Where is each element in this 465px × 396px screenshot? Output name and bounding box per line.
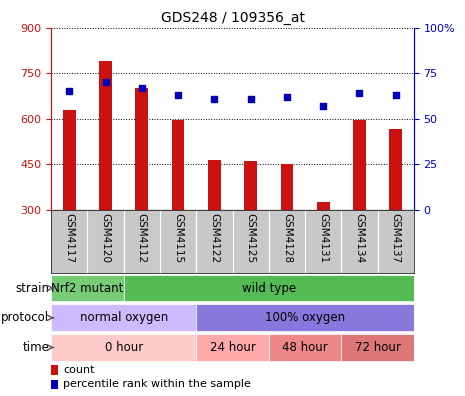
Bar [99,61,112,210]
Text: 72 hour: 72 hour [355,341,400,354]
Bar [51,275,124,301]
Point [283,94,291,100]
Text: GSM4131: GSM4131 [318,213,328,263]
Bar [63,110,76,210]
Text: GSM4117: GSM4117 [64,213,74,263]
Text: GSM4134: GSM4134 [354,213,365,263]
Bar [269,334,341,361]
Bar [389,129,402,210]
Point [102,79,109,86]
Point [138,85,146,91]
Bar [51,334,196,361]
Bar [51,379,58,389]
Text: 24 hour: 24 hour [210,341,255,354]
Bar [172,120,185,210]
Text: GSM4122: GSM4122 [209,213,219,263]
Bar [244,161,257,210]
Text: time: time [22,341,49,354]
Bar [317,202,330,210]
Text: 48 hour: 48 hour [282,341,328,354]
Bar [353,120,366,210]
Text: GSM4120: GSM4120 [100,213,111,263]
Bar [51,365,58,375]
Text: GSM4137: GSM4137 [391,213,401,263]
Bar [196,305,414,331]
Text: GSM4115: GSM4115 [173,213,183,263]
Title: GDS248 / 109356_at: GDS248 / 109356_at [160,11,305,25]
Point [356,90,363,97]
Bar [208,160,221,210]
Bar [124,275,414,301]
Point [211,95,218,102]
Text: 100% oxygen: 100% oxygen [265,311,345,324]
Point [174,92,182,98]
Text: percentile rank within the sample: percentile rank within the sample [63,379,251,389]
Bar [341,334,414,361]
Point [66,88,73,95]
Text: wild type: wild type [242,282,296,295]
Text: GSM4125: GSM4125 [246,213,256,263]
Text: count: count [63,365,94,375]
Bar [135,88,148,210]
Text: strain: strain [15,282,49,295]
Point [392,92,399,98]
Text: GSM4112: GSM4112 [137,213,147,263]
Bar [280,164,293,210]
Text: GSM4128: GSM4128 [282,213,292,263]
Point [319,103,327,109]
Text: 0 hour: 0 hour [105,341,143,354]
Bar [196,334,269,361]
Text: protocol: protocol [1,311,49,324]
Text: Nrf2 mutant: Nrf2 mutant [51,282,124,295]
Text: normal oxygen: normal oxygen [80,311,168,324]
Bar [51,305,196,331]
Point [247,95,254,102]
